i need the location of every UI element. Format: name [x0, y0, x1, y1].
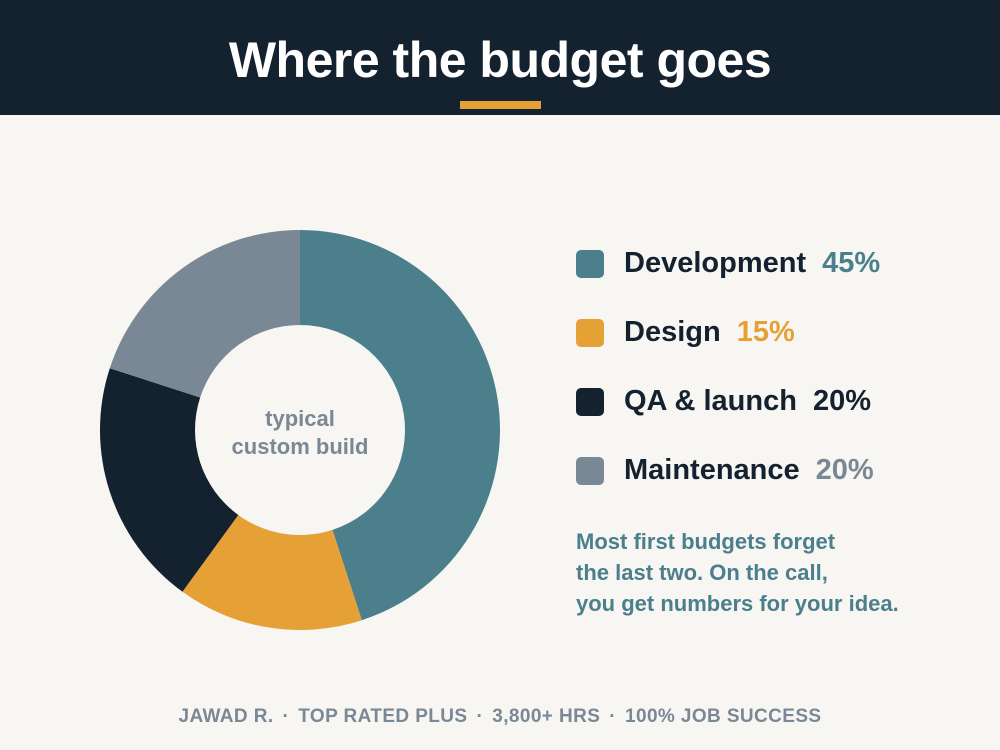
- footer-name: JAWAD R.: [178, 706, 274, 727]
- chart-legend: Development 45% Design 15% QA & launch 2…: [576, 229, 880, 505]
- legend-swatch: [576, 318, 604, 347]
- legend-label: Maintenance: [624, 454, 800, 486]
- legend-item-design: Design 15%: [576, 298, 880, 367]
- footer-hours: 3,800+ HRS: [492, 706, 601, 727]
- header-bar: Where the budget goes: [0, 0, 1000, 115]
- donut-slice-design: [182, 514, 362, 630]
- legend-item-maintenance: Maintenance 20%: [576, 436, 880, 505]
- donut-slices: [99, 230, 500, 630]
- footer-separator: ·: [609, 706, 617, 727]
- legend-item-qa-launch: QA & launch 20%: [576, 367, 880, 436]
- legend-value: 15%: [736, 316, 795, 348]
- title-underline: [460, 101, 541, 109]
- center-label-line-2: custom build: [232, 434, 369, 459]
- footer-separator: ·: [282, 706, 290, 727]
- footer-credentials: JAWAD R. · TOP RATED PLUS · 3,800+ HRS · 100% …: [0, 704, 1000, 730]
- donut-slice-development: [300, 230, 500, 621]
- footer-job-success: 100% JOB SUCCESS: [625, 706, 822, 727]
- legend-swatch: [576, 456, 604, 485]
- donut-slice-maintenance: [109, 230, 300, 398]
- footer-separator: ·: [476, 706, 484, 727]
- footer-rating: TOP RATED PLUS: [298, 706, 468, 727]
- legend-label: QA & launch: [624, 385, 797, 417]
- legend-swatch: [576, 249, 604, 278]
- legend-value: 20%: [815, 454, 874, 486]
- legend-swatch: [576, 387, 604, 416]
- budget-note: Most first budgets forget the last two. …: [576, 526, 976, 619]
- legend-value: 45%: [822, 247, 881, 279]
- legend-label: Development: [624, 247, 807, 279]
- legend-item-development: Development 45%: [576, 229, 880, 298]
- page-title: Where the budget goes: [228, 32, 772, 88]
- center-label-line-1: typical: [265, 406, 335, 431]
- note-line: the last two. On the call,: [576, 560, 828, 585]
- note-line: you get numbers for your idea.: [576, 591, 899, 616]
- legend-value: 20%: [812, 385, 871, 417]
- note-line: Most first budgets forget: [576, 529, 836, 554]
- legend-label: Design: [624, 316, 721, 348]
- donut-slice-qa-launch: [99, 368, 239, 592]
